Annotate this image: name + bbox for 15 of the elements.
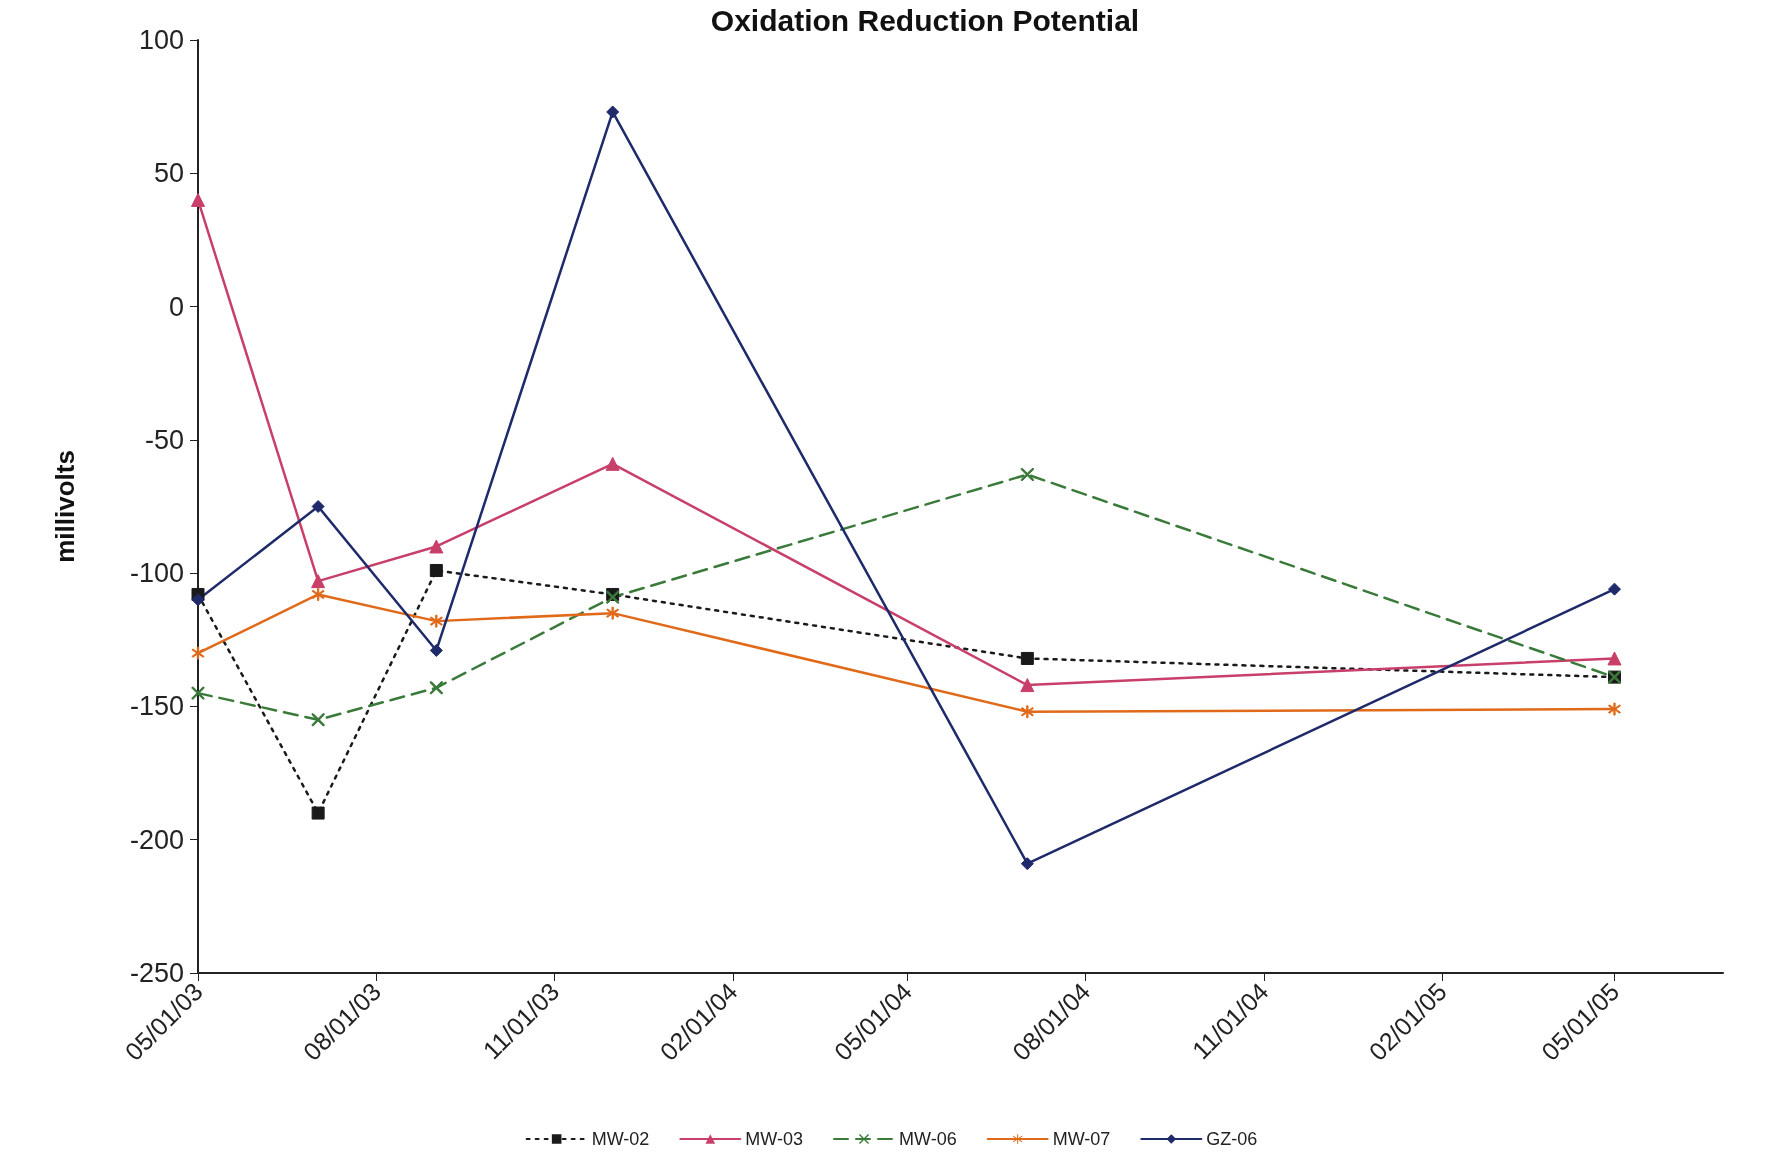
y-tick-label: -150: [129, 691, 184, 722]
legend-label: MW-07: [1052, 1129, 1111, 1149]
chart-title: Oxidation Reduction Potential: [710, 3, 1140, 37]
y-tick-label: -100: [129, 558, 184, 589]
y-tick-label: 100: [138, 25, 184, 55]
y-tick-label: -50: [144, 424, 184, 455]
y-axis-title: millivolts: [50, 450, 80, 563]
y-tick-label: -250: [129, 958, 184, 988]
legend-label: MW-06: [898, 1129, 957, 1149]
legend-label: MW-03: [745, 1129, 804, 1149]
y-tick-label: 0: [168, 291, 184, 322]
y-tick-label: -200: [129, 824, 184, 855]
legend-label: GZ-06: [1206, 1129, 1258, 1149]
legend-label: MW-02: [591, 1129, 650, 1149]
y-tick-label: 50: [153, 158, 184, 189]
